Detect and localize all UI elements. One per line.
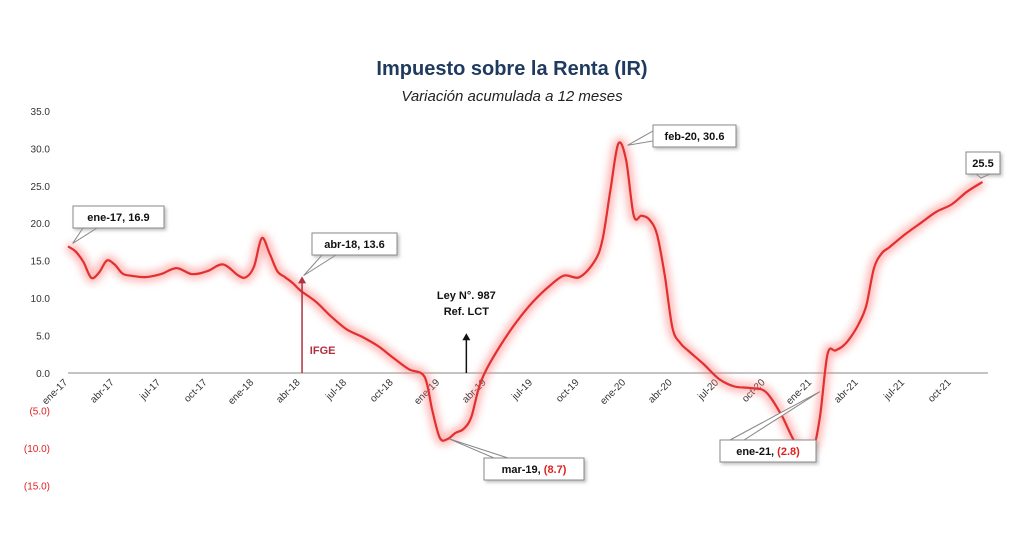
callout-date: ene-21, <box>736 446 777 458</box>
y-tick-label: 5.0 <box>36 332 50 343</box>
callout-label: ene-17, 16.9 <box>87 212 149 224</box>
callout-label: ene-21, (2.8) <box>736 446 800 458</box>
data-callout: mar-19, (8.7) <box>449 438 585 481</box>
callout-pointer <box>449 438 509 459</box>
callout-label: 25.5 <box>972 158 993 170</box>
x-tick-label: abr-17 <box>88 377 117 406</box>
data-callout: feb-20, 30.6 <box>627 124 737 148</box>
x-tick-label: oct-17 <box>182 377 210 405</box>
x-tick-label: jul-17 <box>137 377 163 403</box>
callout-pointer <box>303 254 338 277</box>
chart-subtitle: Variación acumulada a 12 meses <box>401 88 623 105</box>
callout-box <box>311 232 398 256</box>
x-tick-label: abr-21 <box>832 377 861 406</box>
callout-value: 30.6 <box>703 131 724 143</box>
callout-pointer <box>72 227 99 244</box>
series-line-glow <box>65 137 986 456</box>
callout-box <box>483 457 585 481</box>
callout-value: (8.7) <box>544 464 567 476</box>
callout-date: abr-18, <box>324 239 363 251</box>
event-label: Ley N°. 987 <box>437 290 496 302</box>
event-arrow-head <box>462 333 471 341</box>
callout-value: 25.5 <box>972 158 993 170</box>
data-callout: abr-18, 13.6 <box>303 232 398 277</box>
callout-box <box>652 124 737 148</box>
data-callout: ene-17, 16.9 <box>72 205 165 244</box>
y-tick-label: 15.0 <box>31 257 51 268</box>
x-tick-label: abr-20 <box>646 377 675 406</box>
y-tick-label: 30.0 <box>31 144 51 155</box>
chart-title: Impuesto sobre la Renta (IR) <box>376 58 648 80</box>
callout-date: feb-20, <box>665 131 704 143</box>
x-tick-label: ene-18 <box>226 377 256 407</box>
x-tick-label: oct-18 <box>368 377 396 405</box>
event-label: IFGE <box>310 345 336 357</box>
x-tick-label: ene-20 <box>598 377 628 407</box>
event-arrow-head <box>298 276 307 284</box>
callout-pointer <box>627 130 654 146</box>
x-tick-label: oct-21 <box>926 377 954 405</box>
y-tick-label: (10.0) <box>24 444 50 455</box>
callout-value: (2.8) <box>777 446 800 458</box>
x-tick-label: jul-19 <box>509 377 535 403</box>
y-tick-label: 0.0 <box>36 369 50 380</box>
x-tick-label: abr-18 <box>274 377 303 406</box>
callout-date: ene-17, <box>87 212 128 224</box>
callout-label: abr-18, 13.6 <box>324 239 385 251</box>
callout-date: mar-19, <box>502 464 544 476</box>
y-tick-label: 25.0 <box>31 182 51 193</box>
y-tick-label: 35.0 <box>31 107 51 118</box>
callout-label: mar-19, (8.7) <box>502 464 567 476</box>
callout-value: 16.9 <box>128 212 149 224</box>
y-tick-label: (15.0) <box>24 481 50 492</box>
x-tick-label: ene-17 <box>40 377 70 407</box>
series-line <box>67 141 984 452</box>
callout-pointer <box>974 173 991 179</box>
x-tick-label: jul-21 <box>881 377 907 403</box>
y-tick-label: 20.0 <box>31 219 51 230</box>
callout-box <box>72 205 165 229</box>
callout-box <box>965 151 1001 175</box>
callout-box <box>719 439 817 463</box>
data-callout: 25.5 <box>965 151 1001 179</box>
y-tick-label: 10.0 <box>31 294 51 305</box>
callout-label: feb-20, 30.6 <box>665 131 725 143</box>
event-label: Ref. LCT <box>444 306 490 318</box>
callout-value: 13.6 <box>363 239 384 251</box>
x-tick-label: jul-18 <box>323 377 349 403</box>
x-tick-label: oct-19 <box>554 377 582 405</box>
data-callout: ene-21, (2.8) <box>719 391 821 463</box>
y-tick-label: (5.0) <box>29 406 50 417</box>
